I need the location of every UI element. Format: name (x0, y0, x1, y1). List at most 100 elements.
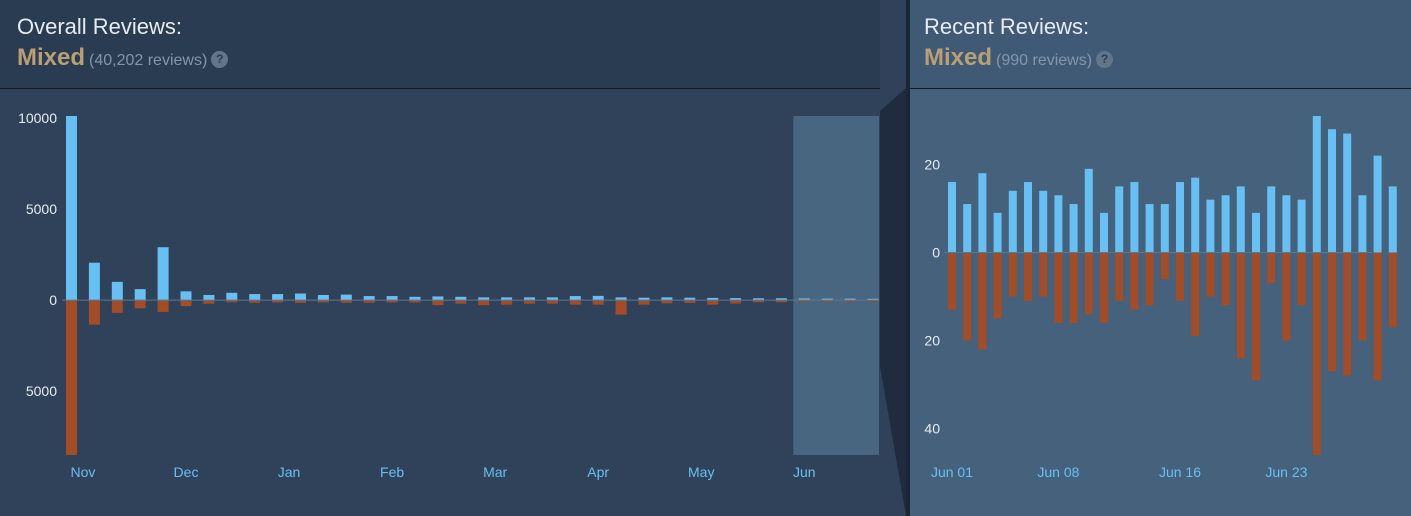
negative-bar (1388, 252, 1397, 328)
negative-bar (867, 300, 879, 302)
positive-bar (1267, 186, 1276, 253)
negative-bar (948, 252, 956, 310)
y-tick-label: 0 (932, 244, 940, 260)
negative-bar (1024, 252, 1032, 301)
negative-bar (409, 300, 421, 303)
negative-bar (775, 300, 787, 303)
positive-bar (1358, 195, 1367, 253)
y-tick-label: 20 (924, 333, 940, 349)
overall-histogram[interactable]: 10000 5000 0 5000 Nov Dec Jan Feb Mar Apr May Jun (0, 89, 906, 516)
positive-bar (963, 204, 972, 253)
recent-title: Recent Reviews: (924, 14, 1090, 39)
x-tick-label: Jan (278, 464, 301, 480)
positive-bar (1388, 186, 1397, 253)
x-tick-label: Apr (587, 464, 609, 480)
positive-bar (615, 297, 627, 301)
negative-bar (1312, 252, 1321, 455)
negative-bar (295, 300, 306, 303)
negative-bar (1373, 252, 1382, 381)
positive-bar (821, 298, 833, 301)
negative-bar (1343, 252, 1352, 376)
recent-summary: Mixed (990 reviews)? (924, 44, 1114, 72)
negative-bar (1206, 252, 1215, 297)
negative-bar (478, 300, 490, 306)
positive-bar (775, 298, 787, 301)
negative-bar (978, 252, 987, 350)
positive-bar (1008, 190, 1017, 253)
negative-bar (180, 300, 192, 307)
negative-bar (501, 300, 513, 305)
negative-bar (1115, 252, 1124, 301)
positive-bar (1069, 204, 1078, 253)
positive-bar (1373, 155, 1382, 253)
positive-bar (638, 297, 650, 301)
negative-bar (111, 300, 123, 313)
negative-bar (524, 300, 535, 304)
negative-bar (821, 300, 833, 302)
recent-reviews-panel: Recent Reviews: Mixed (990 reviews)? 20 0 2… (910, 0, 1411, 516)
y-tick-label: 20 (924, 156, 940, 172)
positive-bar (707, 297, 719, 301)
negative-bar (1160, 252, 1169, 279)
positive-bar (1236, 186, 1245, 253)
negative-bar (1267, 252, 1276, 284)
positive-bar (1343, 133, 1352, 253)
negative-bar (386, 300, 398, 303)
negative-bar (134, 300, 146, 309)
negative-bar (1236, 252, 1245, 359)
negative-bar (1145, 252, 1154, 306)
help-icon[interactable]: ? (1096, 51, 1114, 68)
positive-bar (1024, 182, 1032, 253)
positive-bar (978, 173, 987, 253)
positive-bar (730, 298, 742, 301)
negative-bar (157, 300, 169, 312)
positive-bar (1039, 190, 1048, 253)
positive-bar (1084, 168, 1093, 253)
recent-histogram[interactable]: 20 0 20 40 Jun 01 Jun 08 Jun 16 Jun 23 (910, 89, 1411, 516)
positive-bar (1160, 204, 1169, 253)
positive-bar (1130, 182, 1139, 253)
negative-bar (455, 300, 467, 304)
positive-bar (798, 298, 810, 301)
negative-bar (1069, 252, 1078, 323)
positive-bar (1191, 177, 1200, 253)
negative-bar (684, 300, 696, 303)
zoom-connector (880, 0, 906, 516)
x-tick-label: Nov (70, 464, 95, 480)
positive-bar (88, 262, 100, 301)
help-icon[interactable]: ? (211, 51, 229, 68)
positive-bar (1328, 129, 1336, 253)
x-tick-label: Jun 23 (1265, 464, 1307, 480)
positive-bar (180, 291, 192, 301)
negative-bar (1221, 252, 1230, 306)
negative-bar (66, 300, 77, 455)
negative-bar (1130, 252, 1139, 310)
y-tick-label: 0 (49, 292, 57, 308)
overall-reviews-panel: Overall Reviews: Mixed (40,202 reviews)? … (0, 0, 906, 516)
positive-bar (569, 296, 581, 301)
overall-summary: Mixed (40,202 reviews)? (17, 44, 229, 72)
positive-bar (432, 296, 444, 301)
overall-review-count: (40,202 reviews) (89, 52, 208, 69)
positive-bar (134, 289, 146, 301)
y-tick-label: 5000 (26, 201, 57, 217)
negative-bar (1100, 252, 1108, 323)
positive-bar (844, 298, 856, 301)
negative-bar (1297, 252, 1306, 306)
y-tick-label: 10000 (18, 110, 57, 126)
positive-bar (249, 294, 261, 301)
overall-title: Overall Reviews: (17, 14, 183, 39)
negative-bar (993, 252, 1002, 319)
positive-bar (661, 297, 673, 301)
x-tick-label: Jun 08 (1037, 464, 1079, 480)
positive-bar (546, 297, 558, 301)
negative-bar (1358, 252, 1367, 341)
y-tick-label: 5000 (26, 383, 57, 399)
positive-bar (66, 116, 77, 301)
positive-bar (272, 294, 284, 301)
positive-bar (867, 298, 879, 301)
positive-bar (363, 296, 375, 301)
negative-bar (1054, 252, 1063, 323)
negative-bar (1191, 252, 1200, 337)
positive-bar (203, 294, 215, 301)
